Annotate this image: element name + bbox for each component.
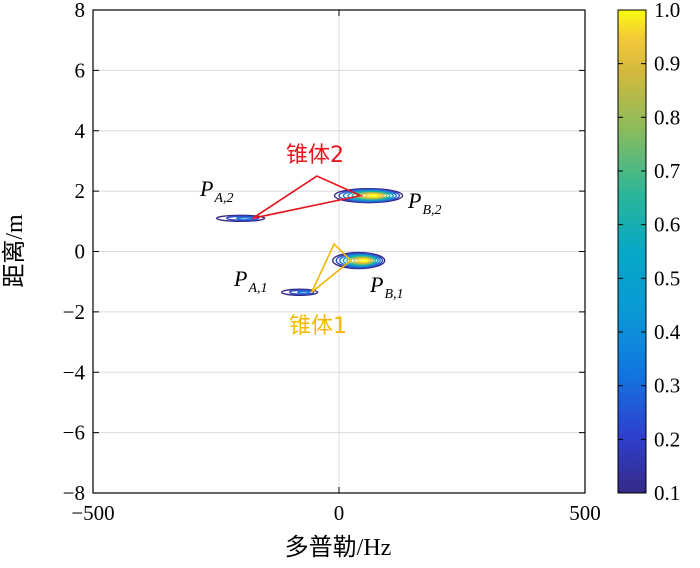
contour-3-level-1 — [335, 252, 384, 269]
contour-2-level-1 — [288, 289, 315, 295]
contour-0-level-0 — [215, 214, 266, 222]
cone-2-label: 锥体1 — [289, 314, 347, 339]
y-tick-label-7: −6 — [63, 421, 85, 445]
contour-1-level-1 — [338, 188, 401, 203]
cone-lines — [252, 175, 364, 293]
scatterer-label-1: PB,2 — [407, 188, 442, 218]
y-axis-label: 距离/m — [1, 214, 28, 288]
x-tick-label-1: 0 — [334, 501, 345, 525]
colorbar-tick-label-0: 1.0 — [654, 0, 680, 22]
colorbar-tick-label-1: 0.9 — [654, 52, 680, 76]
cone-1-label: 锥体2 — [286, 143, 344, 168]
colorbar-tick-label-9: 0.1 — [654, 481, 680, 505]
contour-1-level-4 — [351, 191, 391, 201]
y-tick-label-3: 2 — [75, 179, 86, 203]
y-tick-label-6: −4 — [63, 360, 86, 384]
contour-2-level-2 — [296, 290, 311, 294]
contour-3-level-2 — [339, 253, 381, 268]
colorbar-tick-label-7: 0.3 — [654, 374, 680, 398]
contour-3-level-7 — [356, 258, 370, 264]
contour-3-level-4 — [346, 255, 377, 266]
axis-ticks: −500 0 500 8 6 4 2 0 −2 −4 −6 −8 — [63, 0, 601, 525]
y-tick-label-4: 0 — [75, 240, 86, 264]
contour-1-level-3 — [347, 190, 394, 202]
y-tick-label-2: 4 — [75, 119, 86, 143]
colorbar-tick-label-8: 0.2 — [654, 427, 680, 451]
contour-3-level-0 — [331, 251, 386, 270]
x-tick-label-2: 500 — [569, 501, 601, 525]
colorbar-ticks: 1.0 0.9 0.8 0.7 0.6 0.5 0.4 0.3 0.2 0.1 — [618, 0, 681, 505]
contour-1-level-8 — [369, 193, 379, 198]
cone-2-triangle — [310, 242, 352, 293]
contour-1-level-2 — [342, 189, 397, 202]
colorbar-tick-label-5: 0.5 — [654, 266, 680, 290]
y-tick-label-8: −8 — [63, 481, 85, 505]
colorbar-tick-label-3: 0.7 — [654, 159, 680, 183]
colorbar-tick-label-6: 0.4 — [654, 320, 681, 344]
contour-2-level-0 — [280, 288, 319, 296]
contour-3-level-8 — [360, 258, 368, 263]
annotations: 锥体2 锥体1 PA,2 PB,2 PA,1 PB,1 — [199, 143, 442, 339]
contour-3-level-6 — [353, 257, 373, 264]
scatterer-label-0: PA,2 — [199, 176, 234, 206]
colorbar-gradient — [617, 9, 647, 494]
cone-1-triangle — [252, 175, 364, 220]
contour-0-level-1 — [225, 215, 260, 221]
y-tick-label-0: 8 — [75, 0, 86, 22]
y-tick-label-1: 6 — [75, 58, 86, 82]
x-axis-label: 多普勒/Hz — [285, 534, 392, 561]
colorbar: 1.0 0.9 0.8 0.7 0.6 0.5 0.4 0.3 0.2 0.1 — [617, 0, 681, 505]
contour-3-level-3 — [342, 254, 379, 267]
x-tick-label-0: −500 — [71, 501, 114, 525]
contour-1-level-0 — [333, 187, 404, 204]
scatterer-label-3: PB,1 — [369, 272, 404, 302]
scatterer-label-2: PA,1 — [233, 266, 268, 296]
colorbar-tick-label-2: 0.8 — [654, 105, 680, 129]
colorbar-tick-label-4: 0.6 — [654, 213, 680, 237]
grid — [92, 9, 586, 494]
y-tick-label-5: −2 — [63, 300, 85, 324]
contour-0-level-2 — [235, 216, 254, 220]
